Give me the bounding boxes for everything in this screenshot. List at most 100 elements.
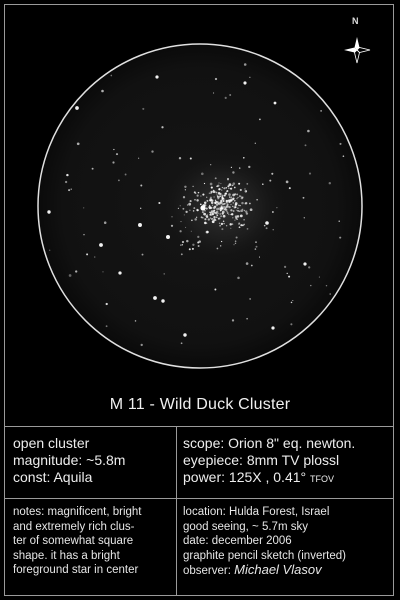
star — [193, 207, 196, 210]
star — [342, 155, 345, 157]
notes-line: foreground star in center — [13, 564, 139, 576]
star — [196, 194, 199, 197]
star — [233, 206, 236, 209]
star — [240, 209, 244, 213]
star — [219, 195, 221, 197]
star — [213, 216, 216, 219]
star — [197, 191, 200, 194]
location-line: location: Hulda Forest, Israel — [183, 506, 330, 518]
star — [140, 207, 142, 209]
star — [308, 266, 311, 269]
observer-label: observer: — [183, 565, 231, 577]
star — [212, 189, 215, 192]
star — [290, 301, 293, 304]
star — [244, 210, 248, 213]
star — [153, 296, 157, 300]
star — [207, 218, 210, 221]
star — [218, 203, 220, 205]
star — [202, 217, 204, 219]
star — [191, 247, 194, 250]
star — [243, 63, 247, 66]
star — [239, 214, 243, 218]
star — [228, 199, 231, 202]
star — [310, 284, 312, 287]
star — [229, 196, 231, 198]
star — [225, 208, 228, 211]
star — [216, 207, 219, 211]
star — [208, 206, 211, 209]
star — [209, 204, 211, 207]
star — [258, 118, 261, 121]
star — [220, 222, 224, 226]
star — [101, 89, 104, 93]
star — [265, 221, 269, 225]
star — [223, 208, 225, 210]
star — [272, 211, 274, 213]
star — [238, 226, 241, 229]
star — [250, 264, 253, 267]
star — [83, 207, 85, 209]
star — [232, 197, 235, 200]
star — [237, 210, 239, 212]
star — [219, 195, 221, 198]
star — [234, 242, 237, 245]
notes-line: and extremely rich clus- — [13, 520, 135, 533]
star — [210, 186, 213, 189]
star — [178, 156, 182, 160]
star — [228, 201, 231, 203]
star — [209, 213, 212, 216]
star — [230, 203, 232, 206]
star — [304, 144, 307, 147]
star — [195, 216, 198, 219]
star — [241, 201, 244, 205]
star — [236, 193, 239, 196]
star — [177, 207, 180, 210]
star — [229, 223, 232, 226]
star — [245, 262, 249, 265]
star — [140, 343, 143, 347]
star — [216, 194, 218, 196]
star — [249, 76, 251, 78]
star — [213, 209, 216, 212]
star — [258, 256, 261, 258]
star — [243, 81, 247, 85]
star — [254, 248, 257, 250]
star — [285, 180, 289, 184]
star — [229, 187, 232, 190]
observer-signature: Michael Vlasov — [234, 562, 322, 577]
star — [234, 240, 237, 242]
star — [249, 202, 251, 205]
star — [194, 218, 197, 221]
star — [231, 223, 234, 225]
star — [308, 172, 312, 175]
star — [219, 210, 222, 212]
star — [303, 217, 305, 219]
star — [118, 271, 122, 275]
star — [246, 228, 249, 230]
star — [228, 183, 232, 186]
star — [203, 201, 207, 205]
star — [199, 203, 202, 206]
star — [103, 221, 107, 224]
star — [197, 245, 200, 247]
star — [218, 182, 220, 184]
star — [192, 243, 195, 246]
star — [325, 284, 328, 287]
star — [138, 223, 142, 227]
star — [217, 217, 220, 220]
star — [181, 244, 184, 246]
star — [68, 189, 71, 192]
star — [229, 94, 232, 96]
star — [210, 210, 214, 213]
object-info: open cluster magnitude: ~5.8m const: Aqu… — [13, 435, 125, 486]
star — [230, 199, 233, 202]
star — [192, 210, 195, 212]
star — [238, 210, 241, 213]
star — [244, 190, 248, 193]
star — [255, 245, 258, 248]
star — [163, 273, 165, 275]
star — [233, 186, 236, 189]
star — [198, 240, 201, 243]
star — [216, 247, 219, 250]
star — [215, 203, 219, 206]
